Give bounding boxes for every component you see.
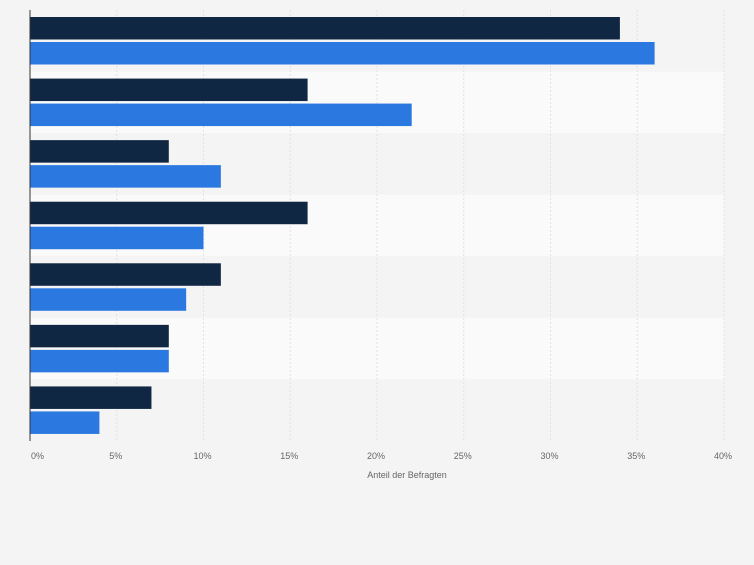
x-tick-label: 20% bbox=[367, 451, 385, 461]
x-tick-label: 5% bbox=[109, 451, 122, 461]
bar-series-2 bbox=[30, 165, 221, 188]
bar-series-1 bbox=[30, 386, 152, 409]
bar-series-1 bbox=[30, 263, 221, 286]
bar-series-2 bbox=[30, 411, 100, 434]
x-tick-label: 40% bbox=[714, 451, 732, 461]
bar-series-1 bbox=[30, 140, 169, 163]
bar-series-2 bbox=[30, 226, 204, 250]
x-tick-label: 15% bbox=[280, 451, 298, 461]
x-axis-title: Anteil der Befragten bbox=[367, 470, 447, 480]
x-tick-label: 30% bbox=[540, 451, 558, 461]
x-tick-label: 25% bbox=[454, 451, 472, 461]
bar-series-2 bbox=[30, 349, 169, 373]
x-axis-tick-labels: 0% 5% 10% 15% 20% 25% 30% 35% 40% bbox=[31, 451, 732, 461]
bar-series-2 bbox=[30, 42, 655, 65]
bar-series-1 bbox=[30, 324, 169, 348]
bars bbox=[30, 17, 655, 434]
bar-series-1 bbox=[30, 78, 308, 102]
bar-series-1 bbox=[30, 17, 620, 40]
bar-series-1 bbox=[30, 201, 308, 225]
x-tick-label: 0% bbox=[31, 451, 44, 461]
x-tick-label: 10% bbox=[193, 451, 211, 461]
bar-series-2 bbox=[30, 103, 412, 127]
x-tick-label: 35% bbox=[627, 451, 645, 461]
bar-series-2 bbox=[30, 288, 187, 311]
